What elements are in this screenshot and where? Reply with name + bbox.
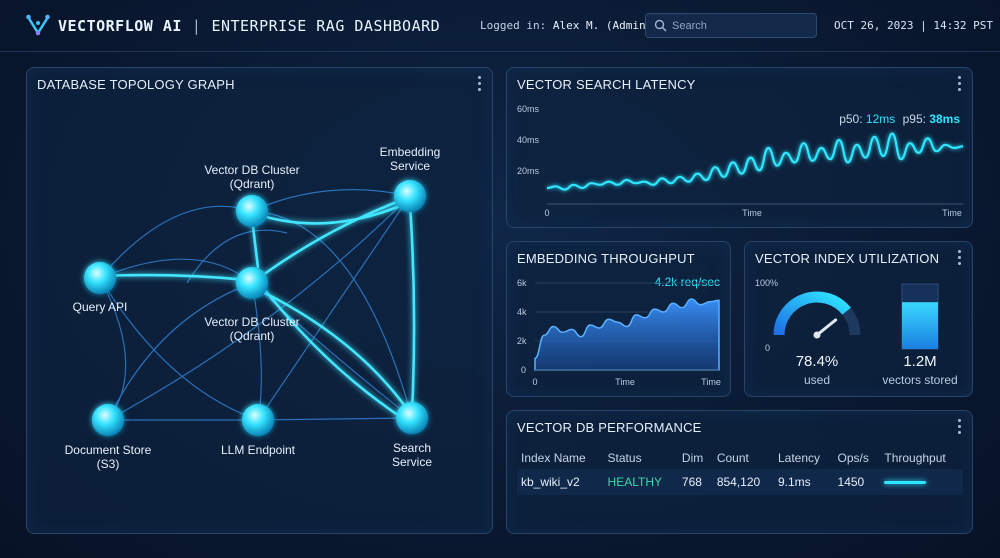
table-row[interactable]: kb_wiki_v2 HEALTHY 768 854,120 9.1ms 145… [517,469,963,495]
utilization-title: VECTOR INDEX UTILIZATION [755,251,940,266]
throughput-ytick-2k: 2k [517,336,527,346]
cell-status: HEALTHY [603,469,678,495]
utilization-panel: VECTOR INDEX UTILIZATION 100% 0 78.4% us… [744,241,973,397]
gauge-min-label: 0 [765,343,770,353]
top-bar: VECTORFLOW AI | ENTERPRISE RAG DASHBOARD L… [0,0,1000,52]
topology-nodes [84,180,428,436]
throughput-ytick-6k: 6k [517,278,527,288]
dashboard-subtitle: ENTERPRISE RAG DASHBOARD [211,17,441,35]
node-vector-db-top[interactable] [236,195,268,227]
latency-menu-icon[interactable] [956,76,962,92]
node-embedding-service[interactable] [394,180,426,212]
topology-panel: DATABASE TOPOLOGY GRAPH [26,67,493,534]
brand-name: VECTORFLOW AI [58,17,182,35]
performance-title: VECTOR DB PERFORMANCE [517,420,702,435]
login-user[interactable]: Alex M. (Admin) [552,19,653,32]
label-query-api: Query API [73,300,128,314]
gauge-hub [813,331,821,339]
col-throughput[interactable]: Throughput [884,451,946,465]
cell-dim: 768 [677,469,713,495]
performance-menu-icon[interactable] [956,419,962,435]
search-input[interactable] [672,17,812,35]
label-vector-db-top: Vector DB Cluster (Qdrant) [204,163,299,191]
latency-series-line [546,132,964,191]
performance-panel: VECTOR DB PERFORMANCE Index Name Status … [506,410,973,534]
label-vector-db-mid: Vector DB Cluster (Qdrant) [204,315,299,343]
gauge-fill [773,291,851,336]
col-index-name[interactable]: Index Name [521,451,586,465]
latency-ytick-40: 40ms [517,135,540,145]
latency-percentiles: p50: 12ms p95: 38ms [839,112,960,126]
topology-menu-icon[interactable] [476,76,482,92]
search-box[interactable] [645,13,817,38]
topology-title: DATABASE TOPOLOGY GRAPH [37,77,235,92]
cell-latency: 9.1ms [773,469,834,495]
throughput-ytick-4k: 4k [517,307,527,317]
p50-label: p50: [839,112,863,126]
stored-label: vectors stored [882,373,958,387]
throughput-xtick-mid: Time [615,377,635,387]
topology-active-edges [99,196,416,422]
gauge-max-label: 100% [755,278,778,288]
latency-ytick-60: 60ms [517,104,540,114]
stored-value: 1.2M [903,353,937,370]
p95-value: 38ms [929,112,960,126]
title-separator: | [191,17,202,35]
stored-bar-fill [902,302,938,349]
topology-graph: Vector DB Cluster (Qdrant) Vector DB Clus… [65,145,441,471]
search-icon [654,19,667,32]
cell-ops: 1450 [833,469,881,495]
utilization-menu-icon[interactable] [956,250,962,266]
p50-value: 12ms [865,112,896,126]
latency-ytick-20: 20ms [517,166,540,176]
latency-chart: 60ms 40ms 20ms 0 Time Time [517,104,964,218]
node-search-service[interactable] [396,402,428,434]
latency-panel: VECTOR SEARCH LATENCY p50: 12ms p95: 38m… [506,67,973,228]
throughput-chart: 4.2k req/sec 6k 4k 2k 0 0 Time Time [517,275,721,387]
node-document-store[interactable] [92,404,124,436]
vectorflow-logo [26,14,50,36]
throughput-panel: EMBEDDING THROUGHPUT 4.2k req/sec 6k 4k … [506,241,731,397]
node-llm-endpoint[interactable] [242,404,274,436]
app-title: VECTORFLOW AI | ENTERPRISE RAG DASHBOARD [58,17,440,35]
cell-throughput [880,469,963,495]
throughput-area [534,298,720,371]
label-embedding-service: Embedding Service [380,145,441,173]
topology-edges [99,189,413,421]
col-status[interactable]: Status [607,451,642,465]
throughput-sparkbar [884,480,927,484]
utilization-visuals: 100% 0 [755,278,939,353]
throughput-xtick-end: Time [701,377,721,387]
used-value: 78.4% [795,353,839,370]
throughput-xtick-start: 0 [532,377,537,387]
table-header-row: Index Name Status Dim Count Latency Ops/… [517,447,963,469]
throughput-rate: 4.2k req/sec [655,275,720,289]
col-dim[interactable]: Dim [681,451,704,465]
used-label: used [803,373,831,387]
cell-index-name: kb_wiki_v2 [517,469,604,495]
col-ops[interactable]: Ops/s [837,451,869,465]
node-vector-db-mid[interactable] [236,267,268,299]
latency-title: VECTOR SEARCH LATENCY [517,77,696,92]
throughput-ytick-0: 0 [521,365,526,375]
performance-table: Index Name Status Dim Count Latency Ops/… [517,447,963,495]
gauge-needle [815,318,838,337]
throughput-title: EMBEDDING THROUGHPUT [517,251,695,266]
col-latency[interactable]: Latency [777,451,821,465]
login-status: Logged in: Alex M. (Admin) [480,19,652,32]
login-label: Logged in: [480,19,547,32]
label-document-store: Document Store (S3) [65,443,152,471]
date-time: OCT 26, 2023 | 14:32 PST [834,19,993,32]
node-query-api[interactable] [84,262,116,294]
col-count[interactable]: Count [716,451,749,465]
label-llm-endpoint: LLM Endpoint [221,443,296,457]
cell-count: 854,120 [712,469,774,495]
p95-label: p95: [902,112,926,126]
label-search-service: Search Service [392,441,432,469]
latency-xtick-end: Time [942,208,962,218]
latency-xtick-mid: Time [742,208,762,218]
latency-xtick-start: 0 [544,208,549,218]
